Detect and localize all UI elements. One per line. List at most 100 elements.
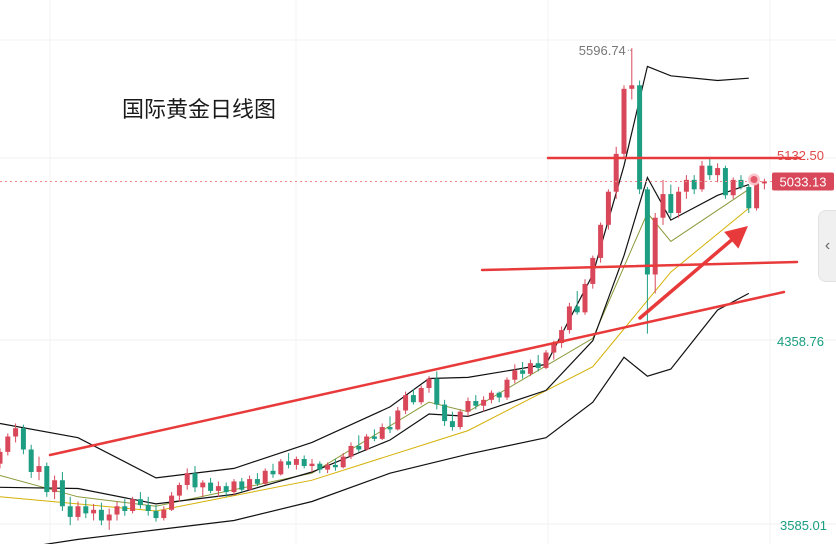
candle-body bbox=[598, 224, 604, 258]
candle-body bbox=[403, 395, 409, 411]
candle-body bbox=[91, 509, 97, 514]
candle-body bbox=[44, 466, 50, 493]
trend-line bbox=[48, 290, 786, 457]
candle-body bbox=[317, 463, 323, 470]
candle-body bbox=[293, 458, 299, 465]
candle-body bbox=[270, 470, 276, 475]
current-price-value: 5033.13 bbox=[780, 175, 827, 190]
arrow-shaft bbox=[638, 230, 743, 320]
support-line bbox=[480, 260, 799, 272]
candle-body bbox=[52, 480, 58, 493]
candles bbox=[0, 48, 767, 530]
axis-label-3585: 3585.01 bbox=[780, 518, 827, 533]
trend-overlays bbox=[0, 156, 802, 457]
candle-body bbox=[652, 217, 658, 275]
candle-body bbox=[114, 506, 120, 515]
candle-body bbox=[715, 168, 721, 176]
candle-body bbox=[262, 470, 268, 484]
candle-body bbox=[504, 379, 510, 398]
axis-label-4358: 4358.76 bbox=[777, 334, 824, 349]
candle-body bbox=[169, 495, 175, 510]
candle-body bbox=[254, 479, 260, 484]
candle-body bbox=[348, 445, 354, 457]
bollinger-bands bbox=[0, 65, 750, 544]
candle-body bbox=[418, 388, 424, 403]
candle-body bbox=[223, 486, 229, 493]
candle-body bbox=[379, 427, 385, 439]
chevron-left-icon: ‹ bbox=[824, 237, 831, 254]
candle-body bbox=[582, 283, 588, 313]
candle-body bbox=[83, 506, 89, 514]
candle-body bbox=[13, 428, 19, 437]
candle-body bbox=[309, 463, 315, 467]
candle-body bbox=[512, 370, 518, 380]
candle-body bbox=[184, 473, 190, 485]
candle-body bbox=[395, 410, 401, 430]
candle-body bbox=[410, 395, 416, 403]
candle-body bbox=[738, 179, 744, 187]
candle-body bbox=[426, 378, 432, 389]
candle-body bbox=[496, 392, 502, 398]
candle-body bbox=[130, 499, 136, 511]
candle-body bbox=[215, 486, 221, 491]
collapse-panel-button[interactable]: ‹ bbox=[818, 210, 836, 282]
current-price-tag bbox=[772, 172, 834, 191]
candle-body bbox=[67, 506, 73, 517]
ma-line bbox=[0, 207, 750, 512]
bollinger-lower bbox=[43, 292, 750, 544]
candle-body bbox=[707, 165, 713, 176]
candle-body bbox=[566, 306, 572, 331]
ma-line bbox=[0, 188, 750, 507]
candle-body bbox=[106, 514, 112, 521]
candle-body bbox=[364, 436, 370, 450]
candle-body bbox=[278, 461, 284, 475]
current-price-dot bbox=[750, 176, 758, 184]
candle-body bbox=[699, 165, 705, 190]
candle-body bbox=[5, 436, 11, 452]
candle-body bbox=[145, 505, 151, 511]
candle-body bbox=[559, 330, 565, 344]
candle-body bbox=[754, 183, 760, 209]
high-price-label: 5596.74 bbox=[579, 43, 626, 58]
candle-body bbox=[122, 506, 128, 511]
candle-body bbox=[371, 436, 377, 439]
candle-body bbox=[208, 482, 214, 491]
candle-body bbox=[691, 179, 697, 190]
candle-body bbox=[637, 85, 643, 190]
candle-body bbox=[247, 479, 253, 490]
candle-body bbox=[356, 445, 362, 450]
candle-body bbox=[543, 352, 549, 368]
candle-body bbox=[98, 509, 104, 521]
candle-body bbox=[325, 464, 331, 470]
candle-body bbox=[75, 506, 81, 517]
candle-body bbox=[442, 404, 448, 422]
bollinger-upper bbox=[0, 65, 749, 479]
candle-body bbox=[481, 399, 487, 406]
candle-body bbox=[473, 401, 479, 406]
candle-body bbox=[434, 378, 440, 405]
candle-body bbox=[644, 189, 650, 275]
candle-body bbox=[161, 509, 167, 519]
candle-body bbox=[660, 194, 666, 218]
candle-body bbox=[340, 456, 346, 468]
candle-body bbox=[176, 484, 182, 496]
candle-body bbox=[551, 343, 557, 353]
candle-body bbox=[746, 186, 752, 209]
candle-body bbox=[574, 306, 580, 313]
candle-body bbox=[301, 458, 307, 467]
candle-body bbox=[153, 510, 159, 519]
candle-body bbox=[613, 153, 619, 192]
candle-body bbox=[676, 191, 682, 213]
candle-body bbox=[535, 363, 541, 368]
candle-body bbox=[231, 481, 237, 493]
candle-body bbox=[239, 481, 245, 490]
candle-body bbox=[0, 451, 3, 464]
candle-body bbox=[200, 482, 206, 488]
axis-label-5132: 5132.50 bbox=[777, 148, 824, 163]
chart-title: 国际黄金日线图 bbox=[122, 98, 277, 123]
candle-body bbox=[387, 427, 393, 430]
candle-body bbox=[527, 363, 533, 374]
candle-body bbox=[761, 181, 767, 184]
